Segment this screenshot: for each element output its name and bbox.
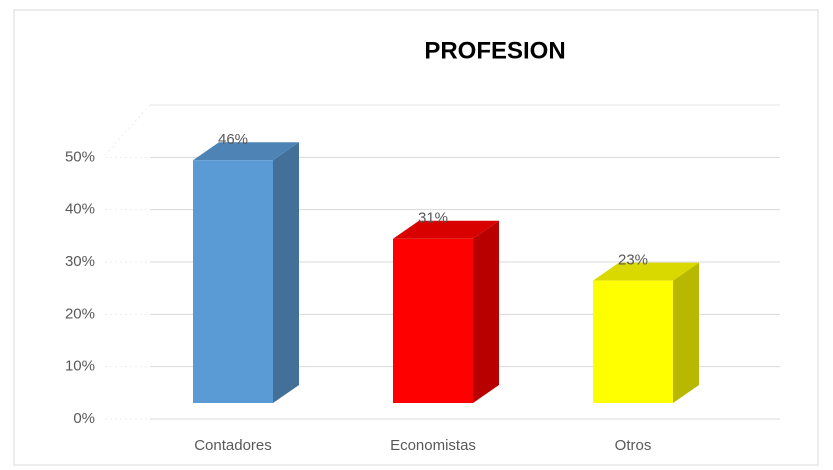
data-label: 23% — [618, 252, 648, 269]
y-tick-label: 10% — [65, 358, 95, 375]
floor-edge — [104, 104, 151, 156]
y-tick-label: 30% — [65, 253, 95, 270]
bar-side — [673, 262, 699, 403]
bar-top — [593, 262, 699, 281]
bar-top — [393, 220, 499, 239]
data-label: 31% — [418, 210, 448, 227]
bar-side — [273, 142, 299, 403]
x-tick-label: Economistas — [390, 437, 476, 454]
y-tick-label: 0% — [73, 410, 95, 427]
y-tick-label: 40% — [65, 201, 95, 218]
x-tick-label: Otros — [615, 437, 652, 454]
bar — [393, 238, 473, 403]
bar — [193, 160, 273, 403]
y-tick-label: 20% — [65, 305, 95, 322]
bar — [593, 280, 673, 403]
y-tick-label: 50% — [65, 148, 95, 165]
bar-side — [473, 220, 499, 403]
data-label: 46% — [218, 131, 248, 148]
bar-top — [193, 142, 299, 161]
x-tick-label: Contadores — [194, 437, 272, 454]
chart-title: PROFESION — [424, 37, 565, 64]
